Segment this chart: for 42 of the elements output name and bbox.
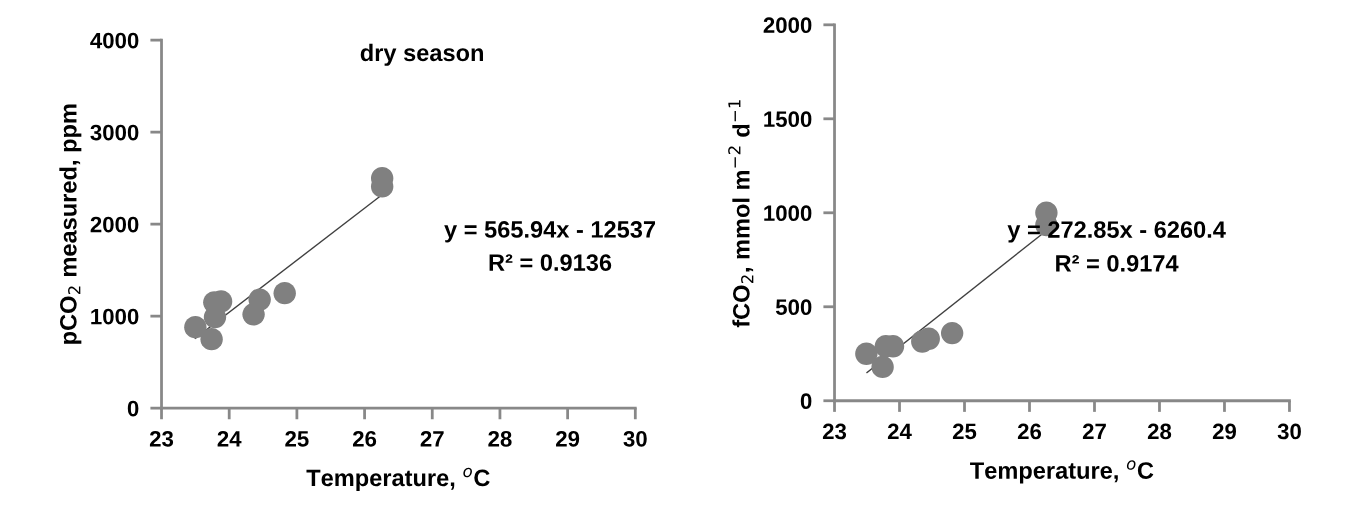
point: [871, 355, 894, 379]
x-tick-label: 26: [1017, 423, 1042, 440]
x-axis-title: Temperature, $^{o}$C: [306, 467, 490, 491]
y-axis-title: fCO$_{2}$, mmol m$^{−2}$ d$^{−1}$: [728, 100, 754, 328]
annotation: y = 272.85x - 6260.4: [1007, 221, 1226, 243]
y-tick-label: 0: [800, 393, 812, 410]
y-tick-label: 2000: [90, 216, 139, 233]
point: [200, 327, 223, 351]
x-tick-label: 25: [952, 423, 977, 440]
y-tick-label: 1500: [764, 111, 812, 128]
x-tick-label: 28: [1147, 423, 1172, 440]
point: [248, 288, 271, 311]
y-tick-label: 3000: [90, 124, 139, 141]
point: [273, 281, 296, 305]
x-axis-title: Temperature, $^{o}$C: [970, 460, 1154, 484]
x-tick-label: 29: [556, 430, 580, 447]
point: [940, 321, 964, 345]
y-tick-label: 500: [775, 299, 812, 316]
annotation: R² = 0.9136: [489, 254, 612, 271]
annotation: dry season: [360, 43, 483, 66]
y-tick-label: 0: [127, 400, 139, 417]
x-tick-label: 26: [352, 430, 377, 447]
x-tick-label: 23: [149, 430, 174, 447]
y-tick-label: 1000: [764, 205, 812, 222]
x-tick-label: 27: [1082, 423, 1106, 440]
x-tick-label: 27: [420, 430, 444, 447]
x-tick-label: 30: [623, 430, 647, 447]
point: [855, 342, 878, 365]
annotation: R² = 0.9174: [1056, 255, 1179, 272]
y-tick-label: 2000: [763, 17, 812, 34]
annotation: y = 565.94x - 12537: [444, 221, 656, 243]
x-tick-label: 30: [1277, 423, 1301, 440]
y-tick-label: 4000: [90, 32, 139, 49]
y-tick-label: 1000: [91, 308, 139, 325]
y-axis-title: pCO$_{2}$ measured, ppm: [59, 104, 82, 344]
x-tick-label: 28: [488, 430, 512, 447]
x-tick-label: 25: [285, 430, 309, 447]
x-tick-label: 23: [822, 423, 847, 440]
x-tick-label: 24: [217, 430, 242, 447]
point: [184, 315, 207, 339]
x-tick-label: 24: [887, 423, 912, 440]
x-tick-label: 29: [1212, 423, 1237, 440]
